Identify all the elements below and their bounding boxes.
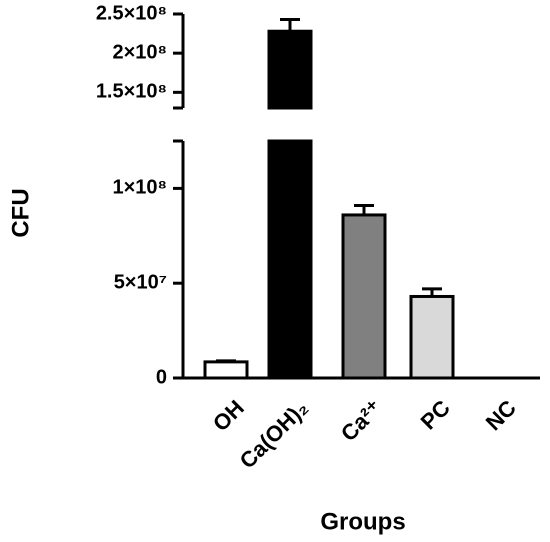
bar <box>267 29 313 110</box>
x-tick-label: NC <box>481 395 521 435</box>
x-axis-label: Groups <box>320 508 405 535</box>
bar <box>203 360 249 380</box>
y-tick-label: 5×10⁷ <box>114 271 167 293</box>
x-tick-label: Ca(OH)₂ <box>235 395 313 473</box>
bar <box>409 294 455 380</box>
y-tick-label: 2×10⁸ <box>112 41 167 63</box>
bar <box>341 213 387 380</box>
y-tick-label: 0 <box>156 366 167 388</box>
y-axis-label: CFU <box>7 188 34 237</box>
y-tick-label: 2.5×10⁸ <box>96 2 167 24</box>
x-tick-label: OH <box>208 395 249 436</box>
x-tick-label: Ca²⁺ <box>336 395 387 446</box>
x-tick-label: PC <box>416 395 455 434</box>
bar <box>267 139 313 380</box>
y-tick-label: 1.5×10⁸ <box>96 81 167 103</box>
y-tick-label: 1×10⁸ <box>112 177 167 199</box>
